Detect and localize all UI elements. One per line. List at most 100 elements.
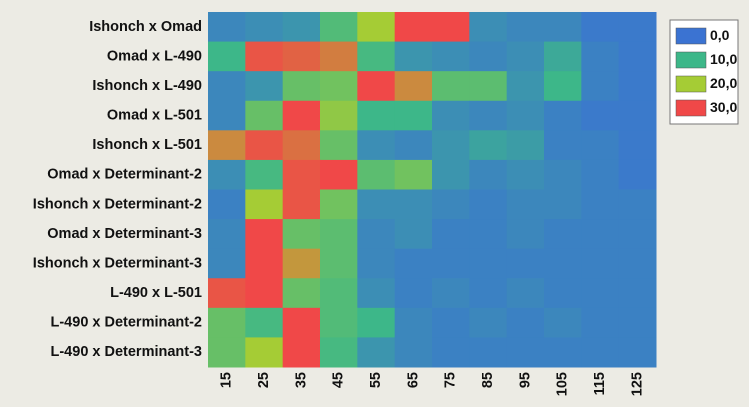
heatmap-cell: [618, 278, 657, 309]
heatmap-cell: [357, 219, 396, 250]
x-tick-label: 85: [480, 372, 496, 388]
heatmap-cell: [282, 278, 321, 309]
heatmap-cell: [282, 337, 321, 368]
heatmap-cell: [320, 130, 358, 161]
heatmap-cell: [432, 219, 470, 250]
heatmap-cell: [469, 100, 508, 131]
heatmap-cell: [320, 159, 358, 190]
heatmap-cell: [320, 307, 358, 338]
heatmap-cell: [208, 189, 246, 220]
heatmap-cell: [581, 278, 620, 309]
heatmap-cell: [581, 337, 620, 368]
heatmap-cell: [506, 307, 545, 338]
heatmap-cell: [618, 100, 657, 131]
heatmap-cell: [245, 130, 284, 161]
heatmap-cell: [432, 159, 470, 190]
heatmap-cell: [544, 100, 582, 131]
x-tick-label: 55: [368, 372, 384, 388]
heatmap-cell: [469, 278, 508, 309]
heatmap-cell: [320, 100, 358, 131]
row-labels: Ishonch x Omad Omad x L-490 Ishonch x L-49…: [33, 19, 202, 360]
legend-label: 30,0: [710, 99, 737, 115]
heatmap-cell: [394, 41, 433, 72]
heatmap-cell: [544, 159, 582, 190]
heatmap-cell: [469, 71, 508, 102]
heatmap-cell: [544, 219, 582, 250]
heatmap-cell: [394, 307, 433, 338]
x-tick-label: 45: [331, 372, 347, 388]
heatmap-cell: [394, 189, 433, 220]
row-label: Ishonch x L-501: [92, 137, 202, 153]
row-label: Omad x Determinant-2: [47, 167, 202, 183]
heatmap-cell: [208, 41, 246, 72]
heatmap-cell: [208, 278, 246, 309]
heatmap-cell: [618, 71, 657, 102]
heatmap-cell: [506, 278, 545, 309]
heatmap-cell: [320, 71, 358, 102]
heatmap-cell: [357, 307, 396, 338]
heatmap-cell: [544, 248, 582, 279]
heatmap-cell: [432, 100, 470, 131]
row-label: L-490 x Determinant-3: [51, 344, 203, 360]
heatmap-cell: [581, 159, 620, 190]
heatmap-cell: [208, 159, 246, 190]
heatmap-cell: [618, 248, 657, 279]
row-label: Ishonch x L-490: [92, 78, 202, 94]
heatmap-cell: [581, 71, 620, 102]
heatmap-cell: [432, 71, 470, 102]
heatmap-cell: [618, 219, 657, 250]
heatmap-cell: [282, 159, 321, 190]
heatmap-cell: [432, 130, 470, 161]
heatmap-cell: [544, 71, 582, 102]
heatmap-cell: [357, 41, 396, 72]
heatmap-cell: [581, 189, 620, 220]
row-label: Ishonch x Omad: [89, 19, 202, 35]
heatmap-cell: [618, 12, 657, 43]
row-label: Ishonch x Determinant-2: [33, 196, 202, 212]
heatmap-cell: [394, 248, 433, 279]
heatmap-cell: [618, 189, 657, 220]
heatmap-cell: [469, 130, 508, 161]
x-tick-label: 75: [443, 372, 459, 388]
heatmap-cell: [394, 219, 433, 250]
legend: 0,0 10,0 20,0 30,0: [669, 19, 739, 125]
heatmap-cell: [282, 100, 321, 131]
legend-label: 20,0: [710, 75, 737, 91]
heatmap-cell: [320, 41, 358, 72]
legend-swatch: [675, 75, 707, 93]
heatmap-cell: [245, 159, 284, 190]
heatmap-cell: [394, 159, 433, 190]
heatmap-cell: [320, 219, 358, 250]
heatmap-cell: [245, 219, 284, 250]
heatmap-cell: [618, 307, 657, 338]
heatmap-cell: [618, 337, 657, 368]
heatmap-cell: [282, 189, 321, 220]
heatmap-cell: [581, 130, 620, 161]
x-tick-label: 15: [219, 372, 235, 388]
heatmap-cell: [581, 12, 620, 43]
x-tick-label: 125: [629, 372, 645, 396]
heatmap-cell: [282, 307, 321, 338]
heatmap-cell: [320, 337, 358, 368]
heatmap-cell: [282, 71, 321, 102]
heatmap-cell: [469, 159, 508, 190]
heatmap-cell: [506, 337, 545, 368]
heatmap-cell: [618, 41, 657, 72]
heatmap-cell: [544, 307, 582, 338]
heatmap-cell: [357, 337, 396, 368]
heatmap-cell: [208, 248, 246, 279]
heatmap-cell: [357, 278, 396, 309]
heatmap-cell: [469, 248, 508, 279]
row-label: L-490 x Determinant-2: [51, 315, 203, 331]
heatmap-cell: [506, 100, 545, 131]
heatmap-cell: [208, 307, 246, 338]
heatmap-cell: [245, 100, 284, 131]
heatmap-cell: [208, 337, 246, 368]
heatmap-cell: [320, 278, 358, 309]
heatmap-cell: [544, 130, 582, 161]
heatmap-cell: [432, 337, 470, 368]
row-label: Omad x L-490: [107, 48, 202, 64]
heatmap-cell: [432, 307, 470, 338]
heatmap-cell: [357, 12, 396, 43]
